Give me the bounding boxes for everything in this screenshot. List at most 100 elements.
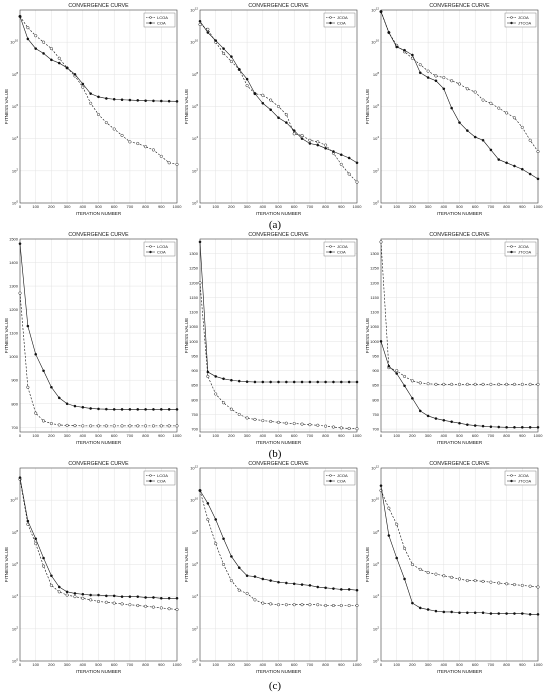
- data-point-2: [324, 586, 327, 590]
- x-tick-label: 800: [322, 433, 329, 438]
- data-point-1: [497, 581, 501, 585]
- y-tick-label: 108: [192, 71, 198, 77]
- data-point-1: [128, 603, 132, 607]
- data-point-2: [261, 101, 265, 105]
- data-point-2: [411, 601, 414, 605]
- plot-frame: [380, 238, 539, 433]
- data-point-2: [253, 92, 257, 95]
- y-axis-label: FITNESS VALUE: [4, 318, 9, 353]
- data-point-1: [300, 133, 304, 137]
- data-point-1: [316, 603, 320, 607]
- y-tick-label: 1012: [371, 7, 379, 13]
- row-label-b: (b): [269, 448, 282, 460]
- data-point-2: [395, 556, 399, 560]
- y-tick-label: 100: [373, 200, 379, 206]
- chart-panel-1: CONVERGENCE CURVE ITERATION NUMBER FITNESS…: [4, 3, 182, 216]
- x-tick-label: 1000: [353, 433, 363, 438]
- data-point-2: [285, 380, 288, 384]
- data-point-1: [403, 374, 407, 378]
- x-tick-label: 200: [48, 662, 55, 667]
- x-axis-label: ITERATION NUMBER: [437, 211, 483, 216]
- x-tick-label: 700: [307, 433, 314, 438]
- y-tick-label: 104: [192, 135, 198, 141]
- legend-box: [323, 12, 356, 28]
- y-tick-label: 1010: [190, 39, 198, 45]
- data-point-2: [292, 380, 296, 384]
- y-axis-label: FITNESS VALUE: [184, 547, 189, 582]
- data-point-1: [316, 140, 320, 144]
- legend-marker-2: [510, 479, 513, 483]
- data-point-2: [355, 588, 359, 592]
- data-point-2: [261, 380, 265, 384]
- data-point-1: [136, 424, 140, 428]
- data-point-1: [89, 598, 93, 602]
- y-tick-label: 108: [373, 71, 379, 77]
- data-point-2: [237, 379, 241, 383]
- legend-label-1: JCOA: [518, 244, 529, 249]
- data-point-2: [144, 99, 147, 103]
- data-point-2: [347, 156, 351, 160]
- data-point-1: [159, 154, 163, 158]
- data-point-1: [465, 87, 469, 91]
- data-point-2: [230, 378, 233, 382]
- x-tick-label: 900: [338, 433, 345, 438]
- data-point-2: [497, 612, 501, 615]
- data-point-1: [316, 423, 320, 427]
- x-tick-label: 300: [425, 662, 432, 667]
- x-tick-label: 400: [79, 433, 86, 438]
- data-point-1: [128, 424, 132, 428]
- x-tick-label: 200: [228, 204, 235, 209]
- data-point-2: [308, 142, 312, 145]
- data-point-1: [276, 104, 281, 109]
- y-axis-label: FITNESS VALUE: [4, 547, 9, 582]
- x-tick-label: 100: [32, 204, 39, 209]
- x-tick-label: 0: [380, 204, 383, 209]
- data-point-2: [65, 590, 69, 594]
- data-point-2: [144, 408, 147, 411]
- data-point-1: [112, 424, 116, 428]
- data-point-2: [89, 593, 92, 597]
- x-tick-label: 500: [275, 662, 282, 667]
- x-axis-label: ITERATION NUMBER: [256, 440, 302, 445]
- data-point-2: [175, 596, 179, 600]
- y-tick-label: 104: [373, 593, 379, 599]
- data-point-2: [403, 384, 406, 388]
- data-point-1: [418, 567, 422, 571]
- data-point-2: [347, 380, 351, 384]
- x-tick-label: 600: [472, 433, 479, 438]
- chart-title: CONVERGENCE CURVE: [248, 3, 309, 9]
- data-point-1: [481, 579, 485, 583]
- data-point-1: [144, 145, 148, 149]
- data-point-1: [308, 423, 312, 427]
- y-tick-label: 900: [191, 368, 198, 373]
- data-point-1: [276, 603, 281, 607]
- data-point-2: [505, 612, 508, 615]
- data-point-1: [65, 423, 69, 427]
- data-point-2: [379, 340, 383, 343]
- data-point-2: [175, 408, 179, 411]
- y-tick-label: 700: [372, 427, 379, 432]
- y-tick-label: 800: [11, 401, 18, 406]
- data-point-2: [473, 611, 477, 615]
- data-point-1: [395, 522, 399, 526]
- data-point-2: [520, 612, 524, 615]
- y-axis-label: FITNESS VALUE: [184, 89, 189, 124]
- data-point-2: [403, 48, 406, 52]
- data-point-2: [411, 53, 414, 57]
- data-point-2: [339, 380, 343, 384]
- chart-panel-4: CONVERGENCE CURVE ITERATION NUMBER FITNESS…: [4, 232, 182, 445]
- data-point-2: [481, 138, 485, 142]
- y-axis-label: FITNESS VALUE: [365, 547, 370, 582]
- data-point-2: [159, 408, 163, 411]
- x-tick-label: 200: [409, 433, 416, 438]
- data-point-1: [34, 411, 38, 415]
- data-point-2: [450, 610, 453, 614]
- data-point-1: [151, 424, 155, 428]
- data-point-2: [144, 596, 147, 599]
- data-point-1: [49, 422, 53, 426]
- data-point-2: [269, 108, 272, 112]
- x-tick-label: 0: [199, 662, 202, 667]
- data-point-1: [222, 562, 226, 567]
- data-point-1: [269, 98, 273, 102]
